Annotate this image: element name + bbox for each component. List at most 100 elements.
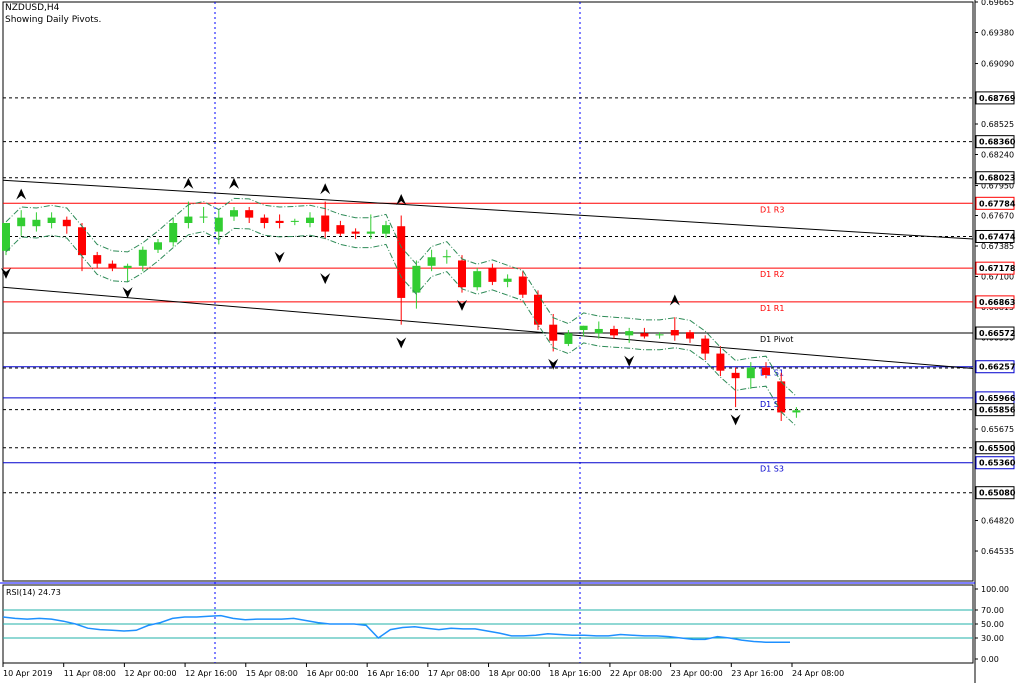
candle-body — [17, 217, 26, 227]
time-tick-label: 23 Apr 16:00 — [731, 669, 783, 678]
candle-body — [564, 333, 573, 344]
chart-symbol-title: NZDUSD,H4 — [5, 3, 60, 13]
rsi-title: RSI(14) 24.73 — [6, 588, 61, 597]
price-label-box — [975, 456, 1015, 470]
lower-trendline — [2, 286, 974, 370]
fractal-down-arrow — [320, 273, 331, 285]
time-tick-label: 23 Apr 00:00 — [671, 669, 723, 678]
price-tick-label: 0.65675 — [981, 425, 1014, 434]
candle-body — [245, 210, 254, 218]
price-label-text: 0.67474 — [979, 232, 1016, 241]
fractal-down-arrow — [274, 251, 285, 263]
candle-body — [382, 225, 390, 234]
candle-body — [32, 219, 41, 227]
candle-body — [397, 226, 406, 298]
fractal-down-arrow — [122, 287, 133, 299]
price-tick-label: 0.67385 — [981, 242, 1014, 251]
fractal-down-arrow — [624, 355, 635, 367]
candle-body — [427, 257, 436, 266]
candle-body — [154, 242, 162, 250]
candle-body — [214, 217, 223, 232]
time-tick-label: 10 Apr 2019 — [3, 669, 52, 678]
candle-body — [321, 215, 330, 232]
rsi-tick-label: 50.00 — [981, 620, 1004, 629]
candle-body — [306, 217, 314, 224]
fractal-up-arrow — [320, 183, 331, 195]
candle-body — [458, 260, 466, 288]
fractal-down-arrow — [457, 299, 467, 311]
candle-body — [503, 278, 512, 282]
price-label-text: 0.66257 — [979, 363, 1015, 372]
price-tick-label: 0.64820 — [981, 517, 1014, 526]
time-tick-label: 11 Apr 08:00 — [64, 669, 116, 678]
price-label-box — [975, 229, 1015, 243]
candle-body — [731, 372, 740, 379]
time-tick-label: 16 Apr 00:00 — [306, 669, 358, 678]
candle-body — [47, 217, 56, 224]
pivot-level-label: D1 R3 — [760, 205, 784, 214]
price-tick-label: 0.69090 — [981, 60, 1014, 69]
price-tick-label: 0.69380 — [981, 29, 1014, 38]
pivot-level-label: D1 R2 — [760, 270, 784, 279]
price-tick-label: 0.68240 — [981, 151, 1014, 160]
price-label-text: 0.67178 — [979, 264, 1016, 273]
time-tick-label: 17 Apr 08:00 — [428, 669, 480, 678]
price-tick-label: 0.64535 — [981, 547, 1014, 556]
chart-subtitle: Showing Daily Pivots. — [5, 15, 102, 25]
price-label-text: 0.65966 — [979, 394, 1016, 403]
price-label-box — [975, 91, 1015, 105]
price-label-text: 0.65856 — [979, 406, 1016, 415]
price-tick-label: 0.68525 — [981, 120, 1014, 129]
price-label-box — [975, 171, 1015, 185]
price-label-text: 0.66572 — [979, 329, 1015, 338]
time-tick-label: 18 Apr 00:00 — [489, 669, 541, 678]
rsi-tick-label: 0.00 — [981, 655, 999, 664]
fractal-down-arrow — [1, 267, 11, 279]
time-tick-label: 12 Apr 00:00 — [124, 669, 176, 678]
price-label-text: 0.65500 — [979, 444, 1016, 453]
fractal-up-arrow — [183, 177, 194, 189]
candle-body — [686, 332, 694, 339]
candle-body — [351, 231, 360, 234]
candle-body — [777, 381, 786, 413]
pivot-level-label: D1 Pivot — [760, 335, 793, 344]
candle-body — [442, 256, 451, 258]
candle-body — [62, 219, 71, 227]
candle-body — [716, 353, 725, 371]
candle-body — [655, 334, 664, 336]
candle-body — [230, 210, 238, 217]
candle-body — [670, 330, 679, 336]
rsi-tick-label: 70.00 — [981, 606, 1004, 615]
pivot-level-label: D1 S2 — [760, 400, 784, 409]
price-label-box — [975, 295, 1015, 309]
candle-body — [199, 216, 208, 218]
price-label-text: 0.65080 — [979, 489, 1016, 498]
price-tick-label: 0.69665 — [981, 0, 1014, 7]
rsi-tick-label: 100.00 — [981, 585, 1009, 594]
time-tick-label: 16 Apr 16:00 — [367, 669, 419, 678]
price-label-box — [975, 261, 1015, 275]
envelope-upper-band — [5, 197, 797, 397]
price-label-text: 0.68023 — [979, 174, 1015, 183]
candle-body — [169, 223, 178, 243]
candle-body — [184, 216, 193, 224]
fractal-up-arrow — [669, 294, 680, 306]
candle-body — [78, 227, 86, 256]
fractal-down-arrow — [548, 358, 559, 370]
price-label-text: 0.67784 — [979, 199, 1016, 208]
pivot-level-label: D1 R1 — [760, 304, 784, 313]
candle-body — [701, 338, 710, 354]
price-tick-label: 0.67670 — [981, 212, 1014, 221]
price-label-box — [975, 486, 1015, 500]
candle-body — [123, 265, 132, 268]
main-plot-frame — [2, 1, 974, 582]
candle-body — [625, 331, 634, 336]
candle-body — [534, 294, 542, 325]
price-label-text: 0.65360 — [979, 459, 1016, 468]
candle-body — [2, 223, 10, 251]
candle-body — [488, 267, 497, 282]
price-label-box — [975, 403, 1015, 417]
fractal-up-arrow — [16, 188, 27, 200]
